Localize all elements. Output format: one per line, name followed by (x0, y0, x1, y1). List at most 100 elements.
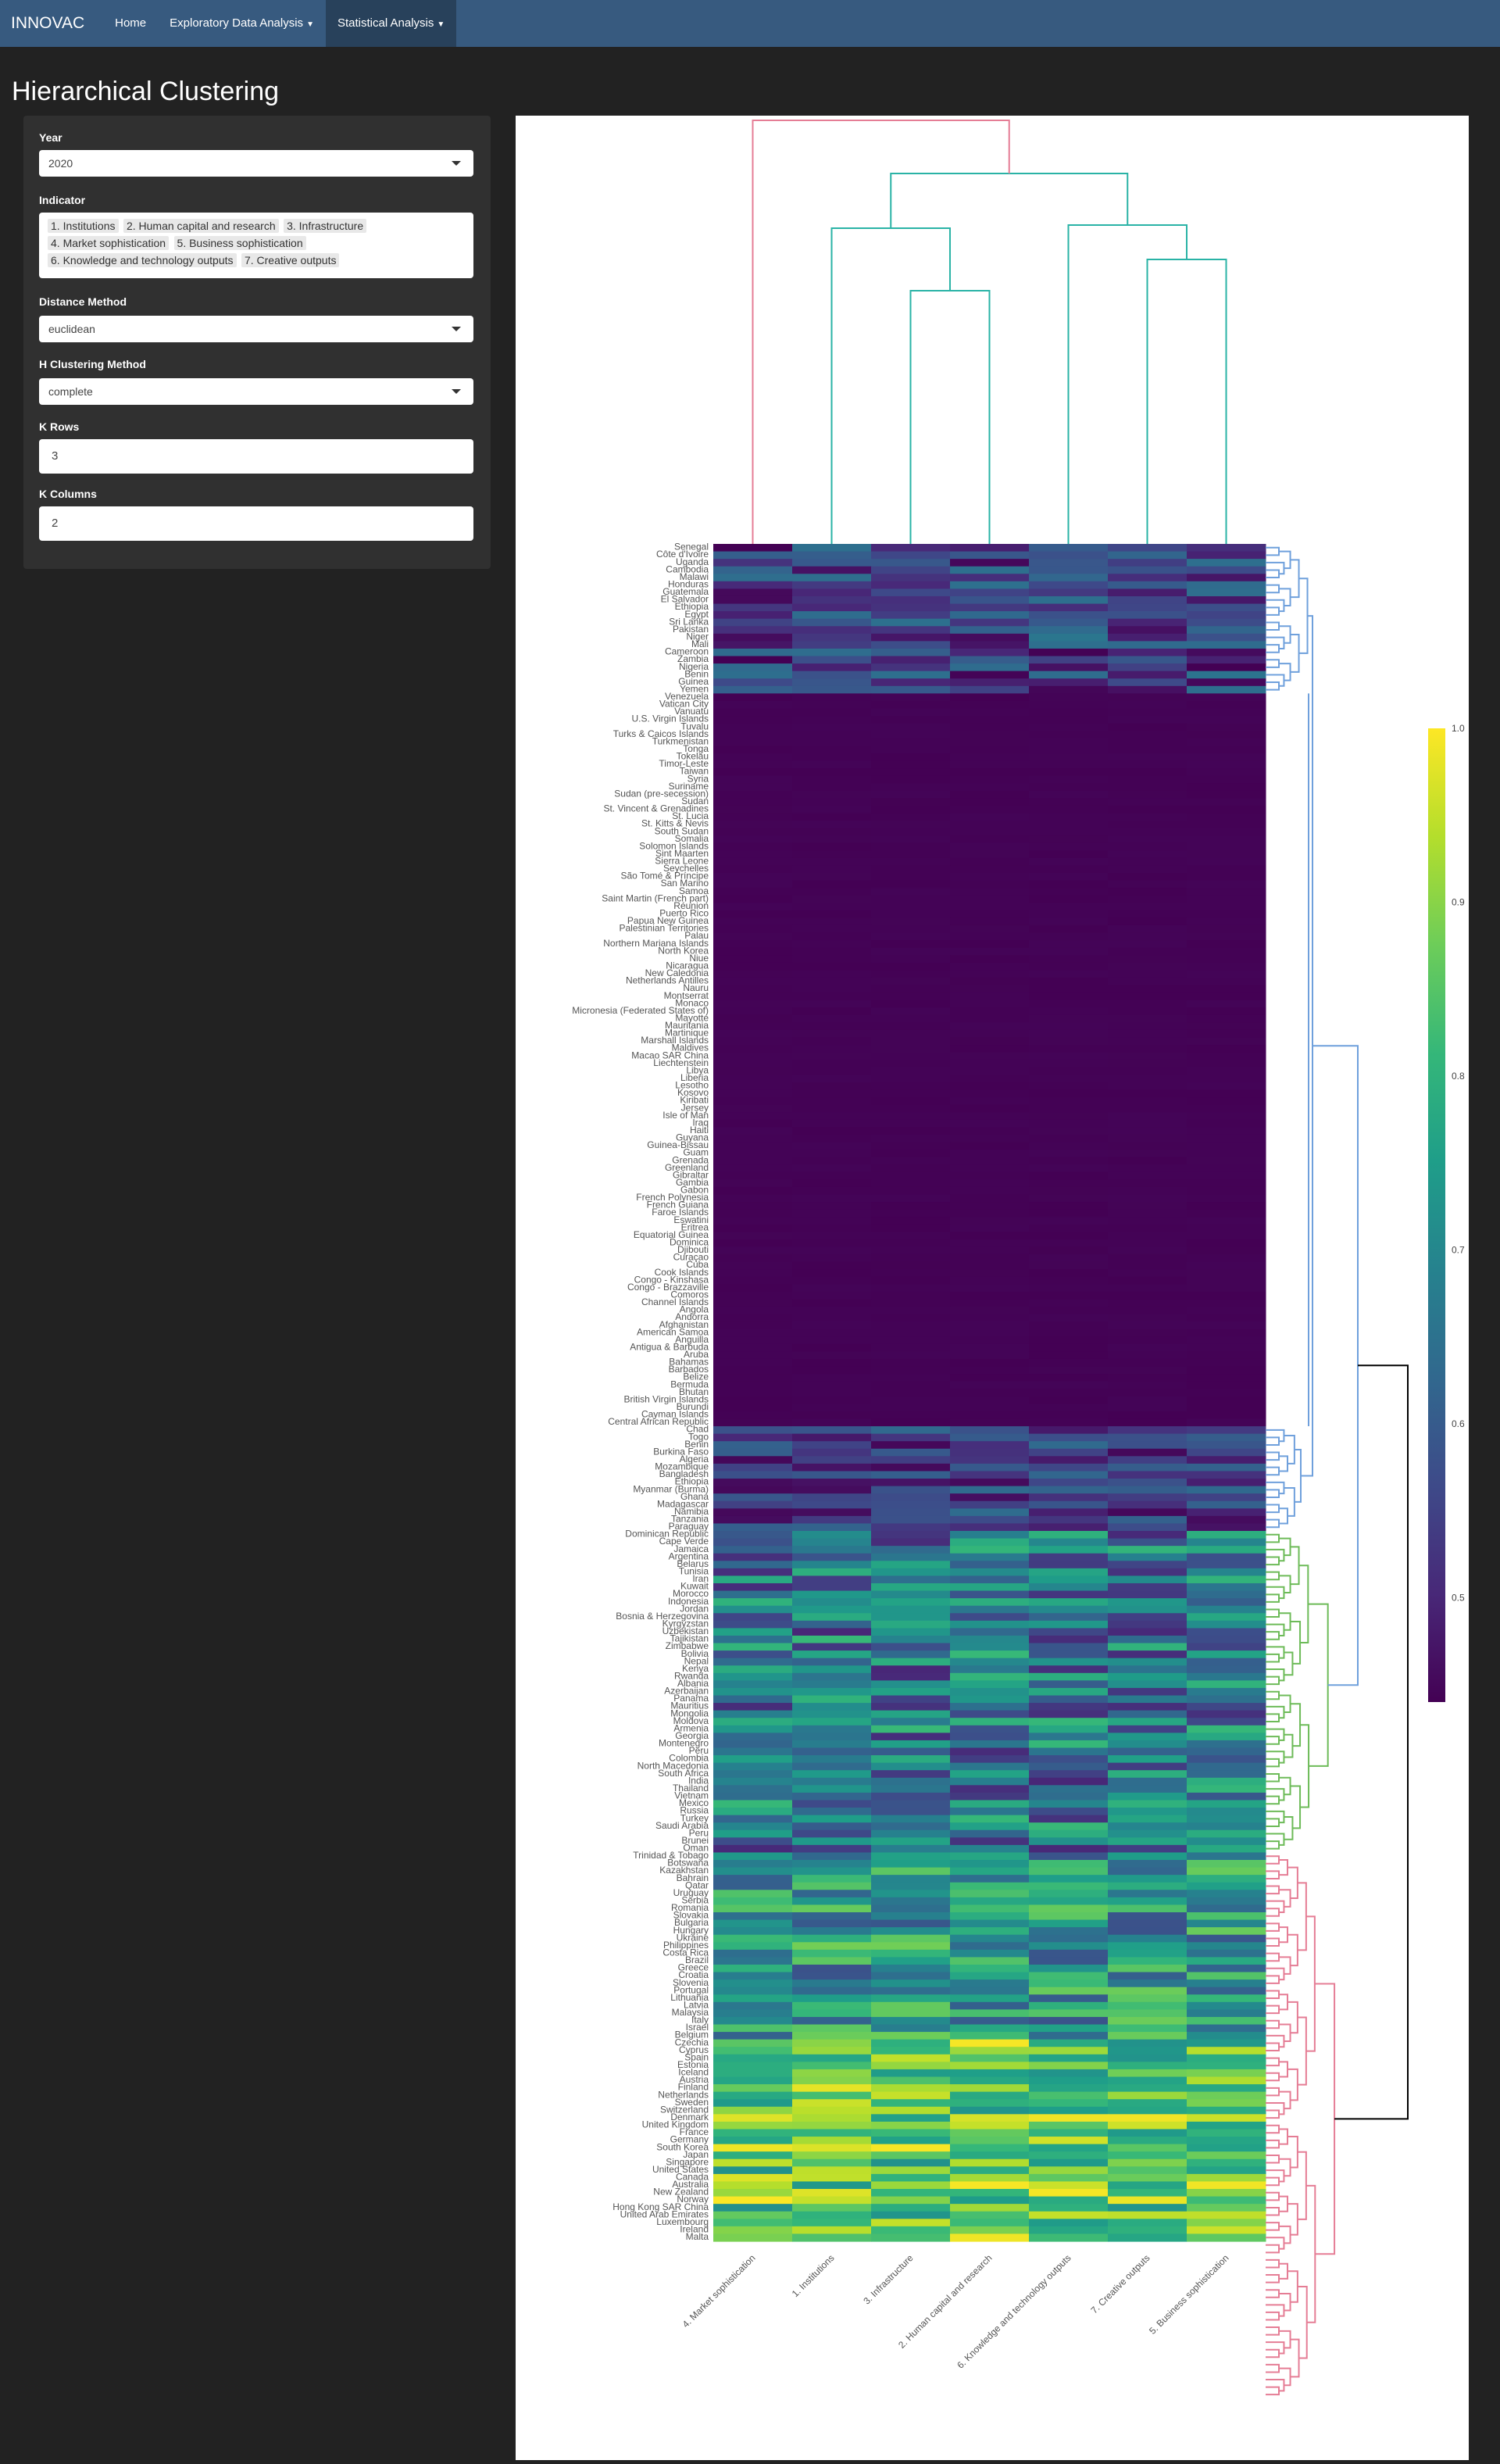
heatmap-cell[interactable] (1108, 1014, 1188, 1023)
heatmap-cell[interactable] (713, 1725, 793, 1733)
heatmap-cell[interactable] (713, 1209, 793, 1218)
heatmap-cell[interactable] (1187, 2181, 1266, 2190)
heatmap-cell[interactable] (792, 1194, 872, 1203)
heatmap-cell[interactable] (1029, 1837, 1109, 1846)
heatmap-cell[interactable] (1108, 1067, 1188, 1075)
heatmap-cell[interactable] (950, 2196, 1030, 2205)
heatmap-cell[interactable] (792, 1890, 872, 1898)
heatmap-cell[interactable] (1108, 1635, 1188, 1644)
heatmap-cell[interactable] (792, 678, 872, 687)
heatmap-cell[interactable] (713, 1568, 793, 1577)
heatmap-cell[interactable] (1108, 1650, 1188, 1659)
heatmap-cell[interactable] (1108, 1119, 1188, 1128)
heatmap-cell[interactable] (1029, 1762, 1109, 1771)
heatmap-cell[interactable] (713, 1134, 793, 1143)
heatmap-cell[interactable] (1187, 1762, 1266, 1771)
heatmap-cell[interactable] (1187, 1291, 1266, 1300)
heatmap-cell[interactable] (871, 2016, 951, 2026)
heatmap-cell[interactable] (1108, 895, 1188, 903)
heatmap-cell[interactable] (1029, 1582, 1109, 1592)
heatmap-cell[interactable] (1187, 551, 1266, 560)
heatmap-cell[interactable] (1187, 970, 1266, 978)
heatmap-cell[interactable] (1187, 1448, 1266, 1457)
heatmap-cell[interactable] (950, 1927, 1030, 1936)
heatmap-cell[interactable] (713, 1164, 793, 1173)
heatmap-cell[interactable] (950, 1217, 1030, 1225)
heatmap-cell[interactable] (792, 1389, 872, 1397)
heatmap-cell[interactable] (950, 1867, 1030, 1876)
heatmap-cell[interactable] (1108, 1075, 1188, 1083)
indicator-multiselect[interactable]: 1. Institutions 2. Human capital and res… (39, 213, 473, 278)
heatmap-cell[interactable] (1029, 1546, 1109, 1554)
heatmap-cell[interactable] (950, 2219, 1030, 2227)
heatmap-cell[interactable] (792, 2054, 872, 2062)
heatmap-cell[interactable] (713, 1202, 793, 1211)
heatmap-cell[interactable] (792, 1150, 872, 1158)
heatmap-cell[interactable] (1029, 746, 1109, 754)
heatmap-cell[interactable] (792, 1747, 872, 1756)
heatmap-cell[interactable] (871, 1815, 951, 1823)
heatmap-cell[interactable] (871, 1777, 951, 1786)
heatmap-cell[interactable] (792, 1658, 872, 1666)
heatmap-cell[interactable] (950, 633, 1030, 642)
heatmap-cell[interactable] (1108, 1972, 1188, 1980)
heatmap-cell[interactable] (1108, 1837, 1188, 1846)
heatmap-cell[interactable] (1029, 611, 1109, 620)
heatmap-cell[interactable] (1029, 857, 1109, 867)
heatmap-cell[interactable] (950, 663, 1030, 672)
heatmap-cell[interactable] (713, 2047, 793, 2055)
heatmap-cell[interactable] (713, 1493, 793, 1502)
heatmap-cell[interactable] (950, 857, 1030, 867)
heatmap-cell[interactable] (871, 924, 951, 934)
heatmap-cell[interactable] (1029, 1396, 1109, 1404)
heatmap-cell[interactable] (1029, 2219, 1109, 2227)
heatmap-cell[interactable] (1187, 1695, 1266, 1704)
heatmap-cell[interactable] (1029, 842, 1109, 851)
heatmap-cell[interactable] (1108, 903, 1188, 911)
heatmap-cell[interactable] (871, 955, 951, 964)
heatmap-cell[interactable] (950, 1119, 1030, 1128)
heatmap-cell[interactable] (1108, 2047, 1188, 2055)
heatmap-cell[interactable] (950, 1127, 1030, 1135)
heatmap-cell[interactable] (1187, 1000, 1266, 1008)
heatmap-cell[interactable] (713, 1314, 793, 1322)
heatmap-cell[interactable] (792, 2099, 872, 2108)
heatmap-cell[interactable] (1029, 1777, 1109, 1786)
heatmap-cell[interactable] (871, 2114, 951, 2122)
heatmap-cell[interactable] (1108, 1246, 1188, 1255)
heatmap-cell[interactable] (713, 2144, 793, 2152)
heatmap-cell[interactable] (871, 678, 951, 687)
heatmap-cell[interactable] (792, 1987, 872, 1995)
heatmap-cell[interactable] (871, 685, 951, 694)
heatmap-cell[interactable] (713, 1777, 793, 1786)
heatmap-cell[interactable] (1029, 1374, 1109, 1382)
heatmap-cell[interactable] (1187, 1538, 1266, 1547)
heatmap-cell[interactable] (713, 1329, 793, 1337)
heatmap-cell[interactable] (792, 1291, 872, 1300)
heatmap-cell[interactable] (713, 574, 793, 582)
heatmap-cell[interactable] (950, 1463, 1030, 1472)
heatmap-cell[interactable] (792, 723, 872, 731)
heatmap-cell[interactable] (1029, 708, 1109, 717)
heatmap-cell[interactable] (1108, 1508, 1188, 1517)
heatmap-cell[interactable] (1108, 1829, 1188, 1838)
heatmap-cell[interactable] (1029, 1912, 1109, 1921)
heatmap-cell[interactable] (713, 2173, 793, 2183)
heatmap-cell[interactable] (871, 895, 951, 903)
heatmap-cell[interactable] (1108, 1762, 1188, 1771)
heatmap-cell[interactable] (1108, 783, 1188, 792)
heatmap-cell[interactable] (1029, 821, 1109, 829)
heatmap-cell[interactable] (792, 1964, 872, 1973)
heatmap-cell[interactable] (950, 2114, 1030, 2122)
heatmap-cell[interactable] (1029, 1486, 1109, 1494)
heatmap-cell[interactable] (871, 708, 951, 717)
heatmap-cell[interactable] (950, 2158, 1030, 2167)
heatmap-cell[interactable] (792, 1815, 872, 1823)
distance-method-select[interactable]: euclidean (39, 316, 473, 342)
heatmap-cell[interactable] (1108, 1979, 1188, 1988)
heatmap-cell[interactable] (950, 1246, 1030, 1255)
heatmap-cell[interactable] (1029, 1448, 1109, 1457)
heatmap-cell[interactable] (950, 1479, 1030, 1487)
heatmap-cell[interactable] (950, 1613, 1030, 1622)
heatmap-cell[interactable] (950, 1022, 1030, 1031)
